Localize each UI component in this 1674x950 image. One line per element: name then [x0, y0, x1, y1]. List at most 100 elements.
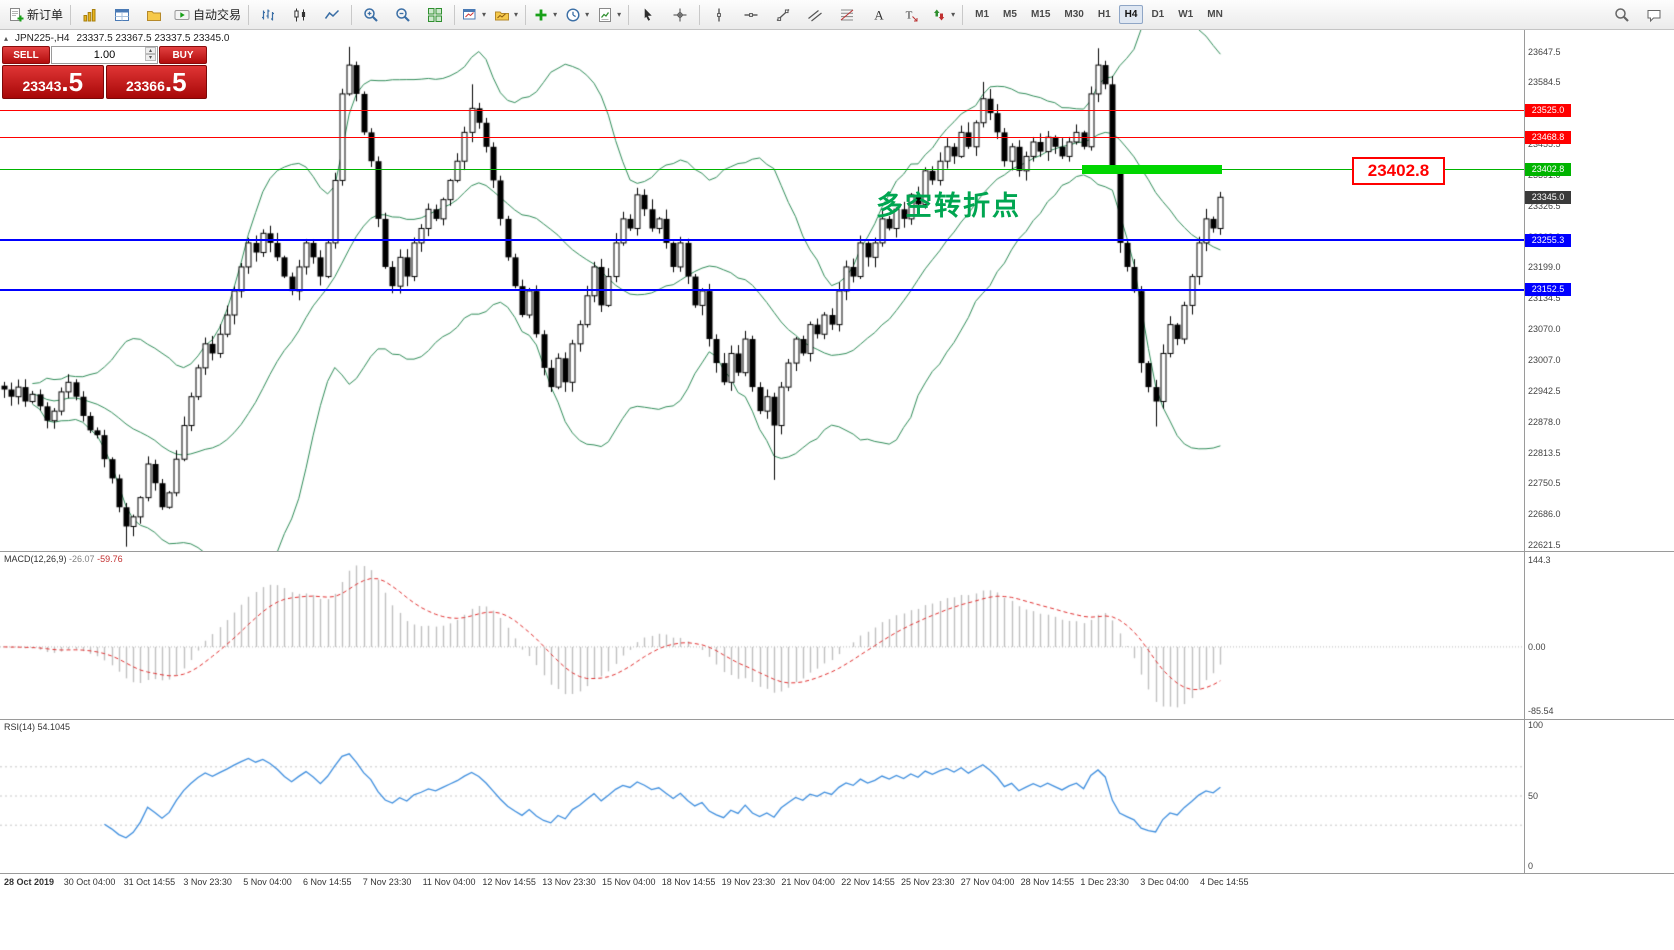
chart-symbol-period: JPN225-,H4 — [15, 33, 70, 44]
market-watch-icon — [83, 8, 96, 21]
timeframe-h4[interactable]: H4 — [1118, 5, 1144, 24]
current-price-label: 23345.0 — [1525, 190, 1571, 204]
timeframe-w1[interactable]: W1 — [1178, 9, 1194, 20]
date-axis-label: 1 Dec 23:30 — [1080, 877, 1129, 887]
buy-price-pips: .5 — [164, 67, 187, 97]
svg-text:T: T — [906, 9, 913, 21]
data-window-button[interactable] — [106, 2, 138, 28]
timeframe-d1[interactable]: D1 — [1151, 9, 1165, 20]
cursor-button[interactable] — [632, 2, 664, 28]
pane-separator[interactable] — [0, 551, 1674, 552]
chart-area[interactable]: 23647.523584.523521.523455.523391.023326… — [0, 30, 1674, 950]
equidistant-channel-button[interactable] — [799, 2, 831, 28]
autotrading-icon — [174, 9, 190, 20]
pane-separator[interactable] — [0, 719, 1674, 720]
spin-down-icon[interactable]: ▾ — [145, 54, 156, 61]
chat-icon — [1647, 9, 1661, 22]
rsi-indicator-canvas[interactable] — [0, 719, 1524, 873]
navigator-button[interactable] — [138, 2, 170, 28]
price-callout-label[interactable]: 23402.8 — [1352, 157, 1445, 185]
new-chart-button[interactable]: ▾ — [458, 2, 490, 28]
indicators-icon — [535, 9, 547, 20]
timeframe-m15[interactable]: M15 — [1030, 9, 1051, 20]
timeframe-m30[interactable]: M30 — [1064, 9, 1084, 20]
bar-chart-mode-button[interactable] — [252, 2, 284, 28]
price-axis-tick: 22813.5 — [1528, 447, 1561, 458]
sell-button[interactable]: SELL — [2, 46, 50, 64]
hline-23255.3[interactable] — [0, 239, 1524, 242]
indicators-button[interactable]: ▾ — [529, 2, 561, 28]
profiles-button[interactable]: ▾ — [490, 2, 522, 28]
text-label-button[interactable]: T — [895, 2, 927, 28]
vline-icon — [717, 8, 722, 21]
vertical-line-button[interactable] — [703, 2, 735, 28]
horizontal-line-button[interactable] — [735, 2, 767, 28]
volume-field[interactable]: 1.00 ▴ ▾ — [51, 46, 158, 64]
search-button[interactable] — [1606, 2, 1638, 28]
trendline-button[interactable] — [767, 2, 799, 28]
price-label-23152.5: 23152.5 — [1525, 283, 1571, 297]
macd-label: MACD(12,26,9) -26.07 -59.76 — [4, 554, 123, 564]
crosshair-button[interactable] — [664, 2, 696, 28]
timeframe-mn[interactable]: MN — [1207, 9, 1223, 20]
macd-signal-value: -59.76 — [97, 554, 123, 564]
zoom-in-button[interactable] — [355, 2, 387, 28]
toolbar-separator — [699, 4, 701, 25]
templates-button[interactable]: ▾ — [593, 2, 625, 28]
macd-axis-zero: 0.00 — [1528, 641, 1546, 652]
spin-up-icon[interactable]: ▴ — [145, 47, 156, 54]
fibonacci-icon — [840, 9, 854, 20]
arrows-button[interactable]: ▾ — [927, 2, 959, 28]
tile-windows-button[interactable] — [419, 2, 451, 28]
toolbar-separator — [962, 4, 964, 25]
chart-candles-icon — [294, 8, 306, 21]
price-axis-tick: 22942.5 — [1528, 385, 1561, 396]
chart-annotation-text[interactable]: 多空转折点 — [876, 191, 1021, 221]
hline-icon — [744, 12, 758, 17]
toolbar-separator — [454, 4, 456, 25]
text-button[interactable]: A — [863, 2, 895, 28]
hline-23402.8[interactable] — [0, 168, 1524, 170]
fibonacci-retracement-button[interactable] — [831, 2, 863, 28]
macd-indicator-canvas[interactable] — [0, 551, 1524, 719]
tile-windows-icon — [428, 7, 443, 22]
timeframe-h1[interactable]: H1 — [1097, 9, 1111, 20]
date-axis-label: 15 Nov 04:00 — [602, 877, 656, 887]
price-label-23468.8: 23468.8 — [1525, 131, 1571, 145]
crosshair-icon — [673, 8, 687, 21]
market-watch-button[interactable] — [74, 2, 106, 28]
timeframe-m5[interactable]: M5 — [1003, 9, 1017, 20]
trendline-icon — [776, 8, 790, 21]
sell-price-main: 23343 — [22, 78, 62, 94]
date-axis-label: 30 Oct 04:00 — [63, 877, 116, 887]
date-axis-label: 5 Nov 04:00 — [243, 877, 292, 887]
buy-price-button[interactable]: 23366.5 — [105, 65, 207, 99]
chat-button[interactable] — [1638, 2, 1670, 28]
rsi-axis-50: 50 — [1528, 791, 1539, 801]
hline-23152.5[interactable] — [0, 288, 1524, 291]
toolbar-separator — [628, 4, 630, 25]
periods-button[interactable]: ▾ — [561, 2, 593, 28]
timeframe-m1[interactable]: M1 — [975, 9, 990, 20]
zoom-in-icon — [364, 7, 378, 22]
candlestick-mode-button[interactable] — [284, 2, 316, 28]
line-chart-mode-button[interactable] — [316, 2, 348, 28]
sell-price-button[interactable]: 23343.5 — [2, 65, 104, 99]
highlight-segment[interactable] — [1082, 165, 1222, 174]
hline-23525.0[interactable] — [0, 110, 1524, 112]
one-click-toggle-icon[interactable]: ▴ — [4, 34, 9, 43]
hline-23468.8[interactable] — [0, 137, 1524, 139]
zoom-out-button[interactable] — [387, 2, 419, 28]
price-axis-tick: 23584.5 — [1528, 77, 1561, 88]
autotrading-button[interactable]: 自动交易 — [170, 2, 245, 28]
new-order-button[interactable]: 新订单 — [4, 2, 67, 28]
macd-main-value: -26.07 — [69, 554, 95, 564]
buy-button[interactable]: BUY — [159, 46, 207, 64]
chevron-down-icon: ▾ — [482, 10, 487, 19]
price-axis-tick: 23326.5 — [1528, 201, 1561, 212]
date-axis-label: 3 Dec 04:00 — [1140, 877, 1189, 887]
toolbar-separator — [248, 4, 250, 25]
date-axis-label: 4 Dec 14:55 — [1200, 877, 1249, 887]
one-click-trading-panel: SELL 1.00 ▴ ▾ BUY 23343.5 23366.5 — [2, 46, 207, 99]
new-order-icon — [10, 7, 24, 21]
